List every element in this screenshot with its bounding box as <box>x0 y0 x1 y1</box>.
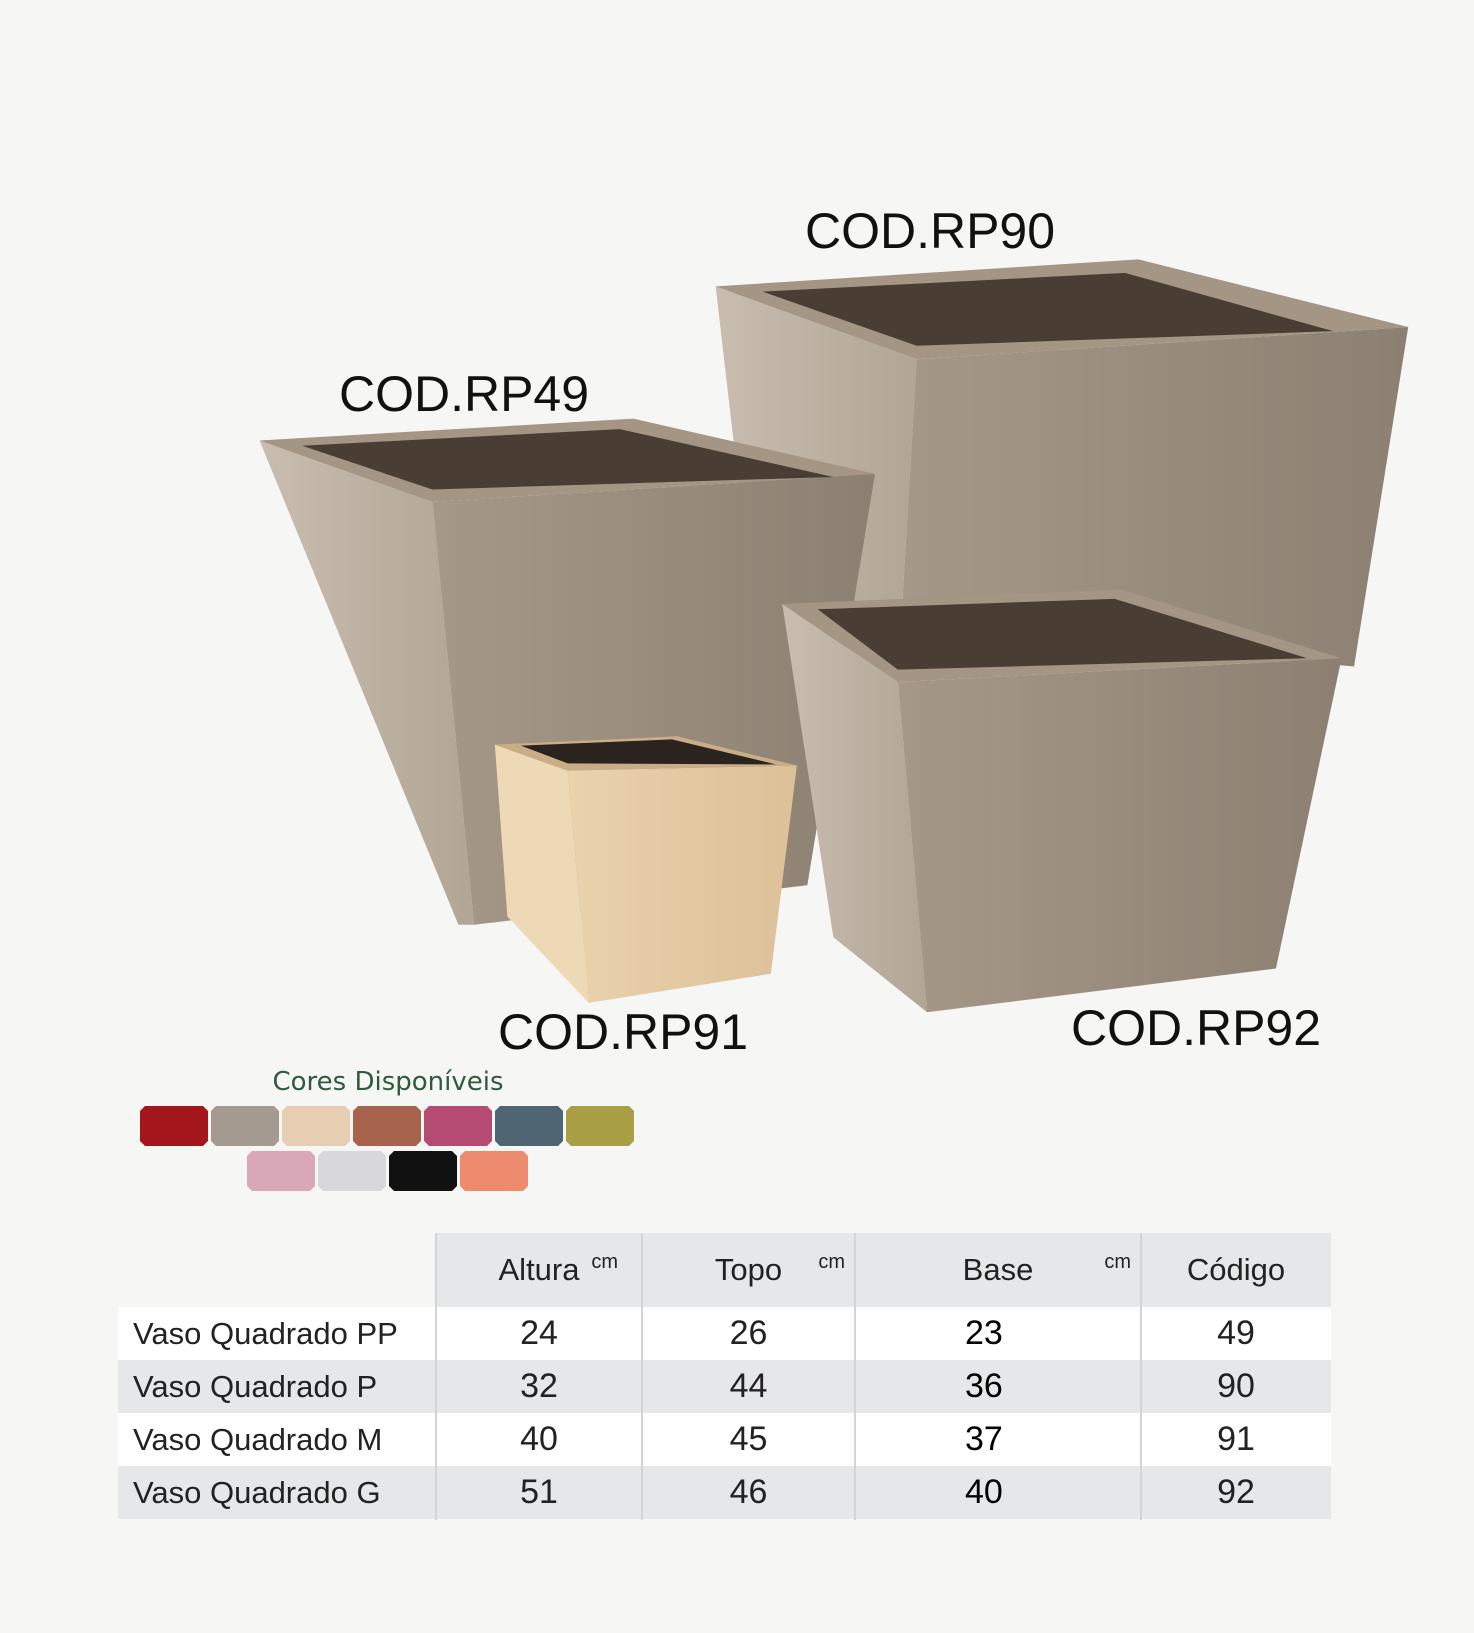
available-colors-title: Cores Disponíveis <box>272 1067 504 1097</box>
table-row: Vaso Quadrado M 40 45 37 91 <box>118 1413 1331 1466</box>
cell-name: Vaso Quadrado P <box>133 1368 378 1404</box>
column-divider <box>641 1233 643 1520</box>
cell-altura: 40 <box>520 1420 558 1458</box>
cell-topo: 45 <box>729 1420 768 1458</box>
cell-name: Vaso Quadrado G <box>133 1474 381 1510</box>
cell-topo: 26 <box>729 1314 768 1352</box>
color-swatch <box>424 1106 492 1146</box>
header-base-label: Base <box>962 1252 1034 1287</box>
unit-label: cm <box>591 1251 618 1273</box>
cell-base: 37 <box>965 1420 1003 1458</box>
color-swatch <box>389 1151 457 1191</box>
product-code-rp49: COD.RP49 <box>338 366 590 422</box>
column-divider <box>1140 1233 1142 1520</box>
pot-rp91 <box>494 736 797 1003</box>
color-swatch <box>353 1106 421 1146</box>
cell-base: 36 <box>965 1367 1003 1405</box>
unit-label: cm <box>1104 1251 1131 1273</box>
color-swatch <box>282 1106 350 1146</box>
table-row: Vaso Quadrado G 51 46 40 92 <box>118 1466 1331 1519</box>
color-swatch <box>211 1106 279 1146</box>
table-row: Vaso Quadrado P 32 44 36 90 <box>118 1360 1331 1413</box>
unit-label: cm <box>818 1251 845 1273</box>
cell-codigo: 91 <box>1217 1420 1255 1458</box>
product-code-rp92: COD.RP92 <box>1070 1000 1322 1056</box>
color-swatch <box>566 1106 634 1146</box>
cell-altura: 24 <box>520 1314 558 1352</box>
color-swatch <box>140 1106 208 1146</box>
cell-base: 23 <box>965 1314 1003 1352</box>
color-swatch <box>460 1151 528 1191</box>
color-swatch <box>495 1106 563 1146</box>
cell-topo: 46 <box>729 1473 768 1511</box>
product-code-rp90: COD.RP90 <box>804 203 1056 259</box>
cell-codigo: 90 <box>1217 1367 1255 1405</box>
cell-base: 40 <box>965 1473 1003 1511</box>
product-code-rp91: COD.RP91 <box>497 1004 749 1060</box>
header-topo-label: Topo <box>714 1252 783 1287</box>
header-codigo-label: Código <box>1186 1252 1286 1287</box>
cell-altura: 32 <box>520 1367 558 1405</box>
header-base: Base cm <box>855 1233 1141 1307</box>
column-divider <box>854 1233 856 1520</box>
cell-codigo: 92 <box>1217 1473 1255 1511</box>
cell-name: Vaso Quadrado M <box>133 1421 383 1457</box>
header-altura-label: Altura <box>498 1252 580 1287</box>
color-swatch <box>247 1151 315 1191</box>
pot-rp92 <box>782 589 1342 1013</box>
cell-topo: 44 <box>729 1367 768 1405</box>
column-divider <box>435 1233 437 1520</box>
color-swatch <box>318 1151 386 1191</box>
header-codigo: Código <box>1141 1233 1331 1307</box>
cell-name: Vaso Quadrado PP <box>133 1315 398 1351</box>
cell-codigo: 49 <box>1217 1314 1255 1352</box>
header-topo: Topo cm <box>642 1233 855 1307</box>
table-row: Vaso Quadrado PP 24 26 23 49 <box>118 1307 1331 1360</box>
cell-altura: 51 <box>520 1473 558 1511</box>
header-altura: Altura cm <box>436 1233 642 1307</box>
